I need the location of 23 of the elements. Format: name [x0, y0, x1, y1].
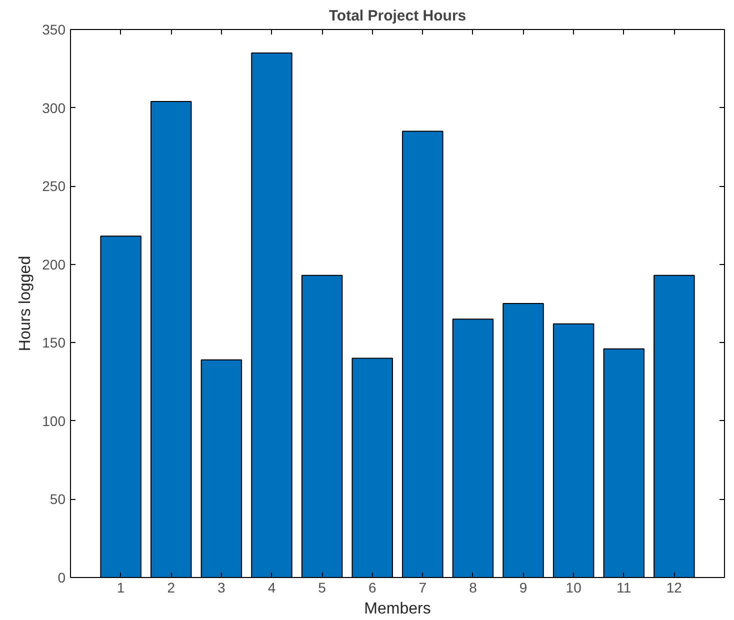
- x-tick-label: 8: [469, 580, 478, 596]
- y-axis-title: Hours logged: [17, 256, 34, 352]
- y-tick-label: 250: [42, 178, 66, 194]
- y-tick-label: 0: [58, 570, 66, 586]
- x-tick-label: 10: [566, 580, 582, 596]
- x-tick-label: 6: [368, 580, 376, 596]
- chart-title: Total Project Hours: [328, 8, 466, 24]
- x-tick-label: 2: [167, 580, 176, 596]
- y-tick-label: 300: [42, 100, 66, 116]
- x-tick-label: 3: [218, 580, 226, 596]
- x-tick-label: 7: [418, 580, 427, 596]
- x-tick-label: 9: [519, 580, 528, 596]
- x-axis-title: Members: [364, 600, 431, 618]
- x-tick-label: 11: [616, 580, 632, 596]
- y-tick-label: 150: [42, 334, 66, 351]
- x-tick-label: 12: [666, 580, 682, 596]
- x-tick-label: 1: [116, 580, 125, 596]
- y-tick-label: 200: [42, 256, 66, 272]
- x-tick-label: 5: [318, 580, 326, 596]
- y-tick-label: 50: [50, 491, 66, 508]
- y-tick-label: 350: [42, 22, 66, 38]
- y-tick-label: 100: [42, 412, 66, 429]
- x-tick-label: 4: [268, 580, 276, 596]
